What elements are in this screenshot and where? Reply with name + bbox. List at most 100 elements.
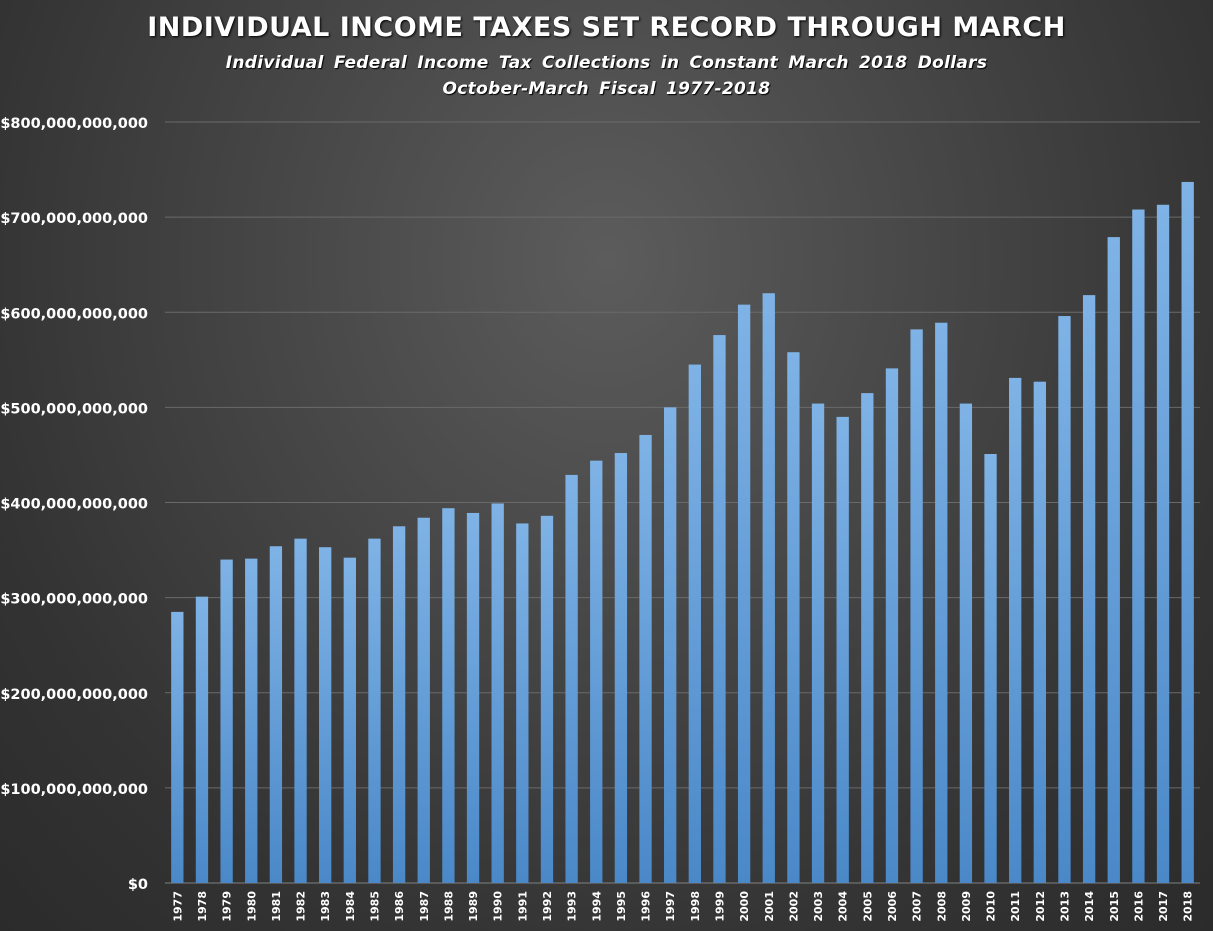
y-tick-label: $500,000,000,000 [0,401,148,417]
x-tick-label: 2014 [1083,891,1096,922]
bar-1977 [171,611,184,883]
chart-title: INDIVIDUAL INCOME TAXES SET RECORD THROU… [147,12,1066,43]
x-tick-label: 1981 [270,891,283,922]
x-tick-label: 2005 [861,891,874,922]
bar-2009 [959,403,973,883]
x-tick-label: 2016 [1132,891,1145,922]
bar-2002 [787,352,800,883]
bar-2018 [1181,181,1194,883]
bars [171,181,1194,884]
x-tick-label: 2011 [1009,891,1022,922]
x-tick-label: 2002 [787,891,800,922]
bar-1996 [639,434,652,883]
bar-2014 [1082,295,1096,883]
bar-2012 [1033,381,1046,883]
x-tick-label: 2007 [911,891,924,922]
x-tick-label: 2008 [935,891,948,922]
bar-2004 [836,416,849,883]
x-tick-label: 1997 [664,891,677,922]
y-tick-label: $700,000,000,000 [0,211,148,227]
x-tick-label: 1995 [615,891,628,922]
bar-1985 [368,538,381,883]
bar-1989 [466,512,480,883]
bar-1997 [664,407,677,883]
bar-1999 [713,335,726,884]
y-tick-label: $0 [128,877,148,893]
bar-1992 [540,515,554,883]
bar-2001 [762,293,775,884]
x-tick-label: 1989 [467,891,480,922]
x-tick-label: 1988 [442,891,455,922]
bar-1987 [417,517,430,883]
bar-2007 [910,329,923,883]
x-tick-label: 2017 [1157,891,1170,922]
bar-1993 [565,474,578,883]
bar-1986 [392,526,406,883]
x-tick-label: 2000 [738,891,751,922]
bar-1994 [590,460,603,883]
x-tick-label: 1979 [221,891,234,922]
x-tick-label: 1992 [541,891,554,922]
y-tick-label: $200,000,000,000 [0,687,148,703]
bar-1991 [516,523,529,883]
bar-1980 [245,558,258,883]
x-tick-label: 2012 [1034,891,1047,922]
x-tick-label: 2009 [960,891,973,922]
bar-2013 [1058,316,1071,883]
bar-2017 [1156,204,1170,884]
x-tick-label: 2003 [812,891,825,922]
bar-2015 [1107,237,1120,883]
bar-2016 [1132,209,1145,883]
bar-1990 [491,503,504,883]
bar-1979 [220,559,233,883]
bar-2005 [861,393,874,883]
bar-1988 [442,508,455,883]
bar-2006 [885,368,899,883]
x-tick-label: 2006 [886,891,899,922]
x-tick-label: 1985 [368,891,381,922]
y-tick-label: $800,000,000,000 [0,116,148,132]
bar-1998 [688,364,701,884]
x-tick-label: 1990 [492,891,505,922]
x-tick-label: 2018 [1182,891,1195,922]
chart-subtitle: Individual Federal Income Tax Collection… [225,53,988,73]
x-axis: 1977 1978 1979 1980 1981 1982 1983 1984 1985 1986… [171,891,1194,922]
x-tick-label: 1982 [295,891,308,922]
bar-1981 [269,546,283,883]
gridlines [165,121,1200,884]
bar-1983 [319,547,332,883]
y-axis: $0 $100,000,000,000 $200,000,000,000 $300,0… [0,116,148,893]
bar-1995 [614,453,628,883]
y-tick-label: $100,000,000,000 [0,782,148,798]
bar-2010 [984,453,997,883]
x-tick-label: 2010 [985,891,998,922]
x-tick-label: 1996 [640,891,653,922]
x-tick-label: 1998 [689,891,702,922]
x-tick-label: 2015 [1108,891,1121,922]
bar-2011 [1009,377,1022,883]
bar-1984 [343,557,356,883]
x-tick-label: 1983 [319,891,332,922]
x-tick-label: 1991 [516,891,529,922]
x-tick-label: 1980 [245,891,258,922]
chart-subtitle-period: October-March Fiscal 1977-2018 [442,79,771,99]
x-tick-label: 2004 [837,891,850,922]
x-tick-label: 1986 [393,891,406,922]
bar-2000 [737,304,751,883]
bar-1982 [294,538,307,883]
y-tick-label: $400,000,000,000 [0,497,148,513]
x-tick-label: 1994 [590,891,603,922]
y-tick-label: $300,000,000,000 [0,592,148,608]
x-tick-label: 1999 [713,891,726,922]
x-tick-label: 2001 [763,891,776,922]
x-tick-label: 1978 [196,891,209,922]
bar-2008 [935,322,948,883]
x-tick-label: 2013 [1058,891,1071,922]
x-tick-label: 1977 [171,891,184,922]
x-tick-label: 1993 [566,891,579,922]
y-tick-label: $600,000,000,000 [0,306,148,322]
x-tick-label: 1987 [418,891,431,922]
bar-1978 [195,596,209,883]
